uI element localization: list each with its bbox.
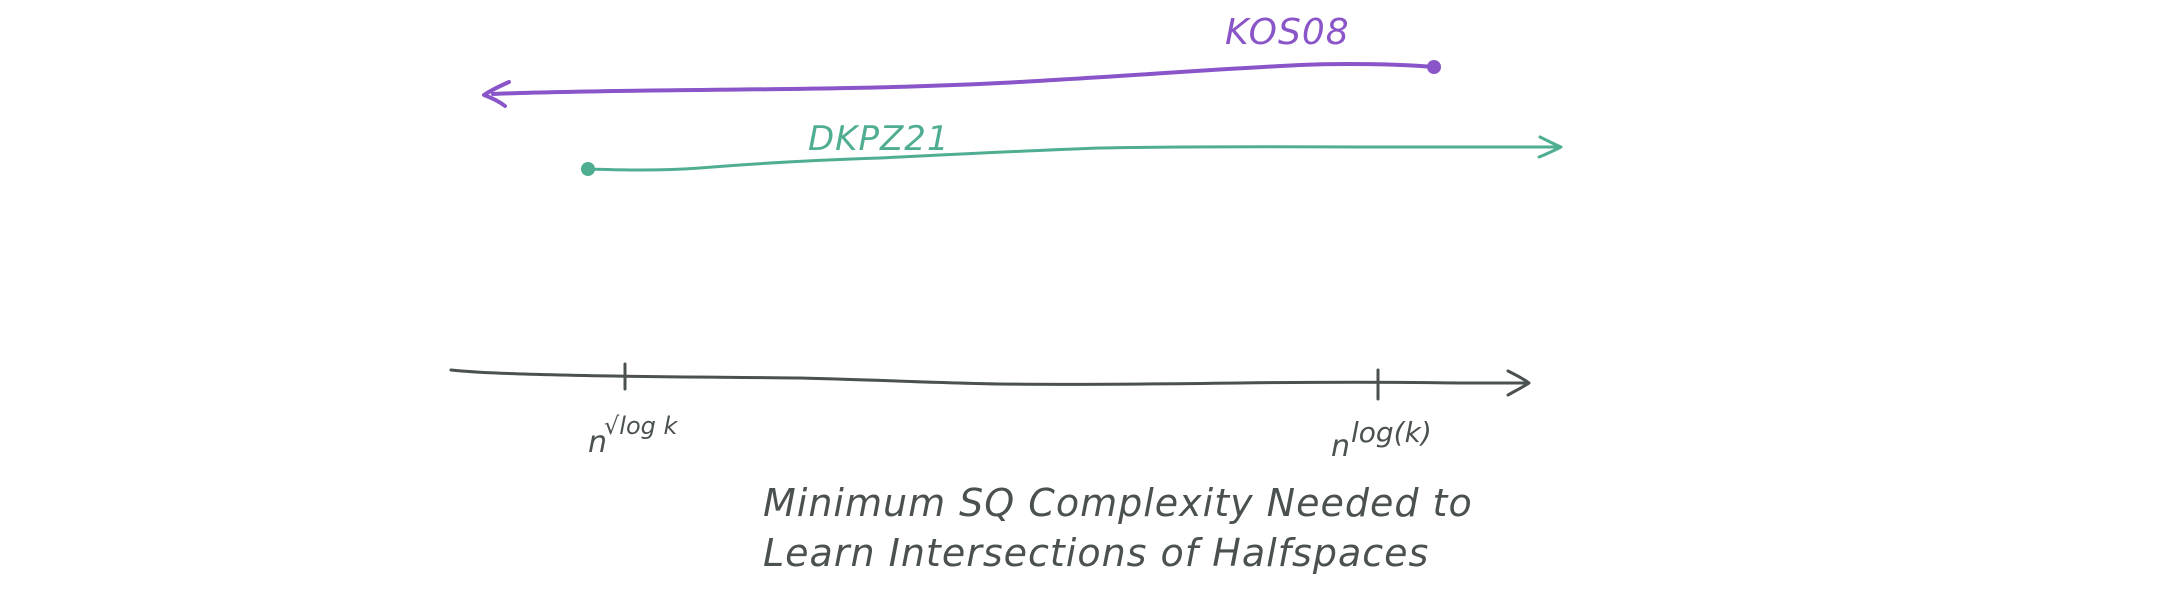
caption-line-1: Minimum SQ Complexity Needed to xyxy=(763,481,1473,525)
axis-line xyxy=(449,368,1530,386)
dkpz21-label: DKPZ21 xyxy=(808,119,950,159)
tick-left-exponent: √log k xyxy=(604,412,679,440)
kos08-label: KOS08 xyxy=(1225,12,1350,53)
complexity-axis: n √log k n log(k) xyxy=(449,362,1531,464)
diagram-caption: Minimum SQ Complexity Needed to Learn In… xyxy=(763,481,1473,575)
dkpz21-arrow-line xyxy=(586,145,1562,172)
kos08-arrow: KOS08 xyxy=(482,12,1441,108)
kos08-start-dot xyxy=(1427,60,1441,74)
tick-left-base: n xyxy=(588,425,607,460)
tick-right-base: n xyxy=(1331,429,1350,464)
tick-left-label: n √log k xyxy=(588,412,679,460)
axis-arrowhead xyxy=(1506,369,1531,397)
dkpz21-start-dot xyxy=(581,162,595,176)
tick-right-label: n log(k) xyxy=(1331,416,1432,464)
kos08-arrowhead xyxy=(482,80,511,108)
kos08-arrow-line xyxy=(491,61,1436,96)
tick-right-exponent: log(k) xyxy=(1351,416,1432,449)
caption-line-2: Learn Intersections of Halfspaces xyxy=(763,531,1429,575)
dkpz21-arrow: DKPZ21 xyxy=(581,119,1563,176)
dkpz21-arrowhead xyxy=(1537,135,1563,159)
